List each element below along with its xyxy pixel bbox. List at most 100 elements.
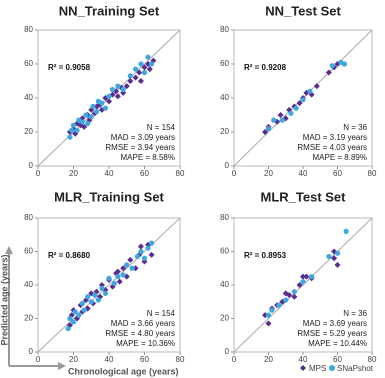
y-tick-label: 40 [220,280,229,289]
stat-line: N = 36 [343,123,367,132]
r2-label: R² = 0.9208 [244,63,287,72]
point [72,309,78,315]
chart-title: NN_Training Set [59,3,160,18]
point [343,228,349,234]
x-tick-label: 80 [176,169,185,178]
legend-label: SNaPshot [337,364,374,373]
point [81,123,88,130]
x-tick-label: 60 [333,355,342,364]
y-tick-label: 40 [24,93,33,102]
stat-line: RMSE = 4.03 years [297,143,367,152]
point [127,78,134,84]
point [120,272,126,278]
y-tick-label: 60 [24,247,33,256]
point [149,61,155,67]
x-tick-label: 40 [105,355,114,364]
y-tick-label: 0 [225,347,230,356]
stat-line: N = 36 [343,309,367,318]
x-axis-label: Chronological age (years) [68,366,179,376]
stat-line: MAPE = 8.89% [313,153,367,162]
point [106,93,112,99]
point [92,292,98,298]
point [109,86,116,93]
x-tick-label: 0 [36,169,41,178]
point [74,127,80,133]
y-axis-label: Predicted age (years) [0,254,9,345]
point [296,282,303,288]
point [271,117,277,123]
point [265,126,272,132]
y-tick-label: 0 [29,161,34,170]
chart-title: NN_Test Set [265,3,341,18]
point [296,100,303,107]
identity-line [233,217,373,353]
point [291,293,298,300]
point [65,325,71,332]
point [341,61,347,67]
point [120,265,127,272]
stat-line: MAD = 3.19 years [303,133,367,142]
point [115,274,121,280]
point [329,63,335,69]
x-tick-label: 60 [140,355,149,364]
point [79,119,85,125]
point [148,251,155,258]
stat-line: MAD = 3.09 years [111,133,175,142]
point [79,300,85,307]
point [123,83,130,90]
point [279,117,285,123]
x-tick-label: 40 [299,355,308,364]
point [309,274,315,280]
point [146,66,153,73]
point [262,129,269,135]
point [300,97,306,103]
point [85,294,91,300]
point [331,255,338,262]
point [283,297,289,303]
point [326,253,332,260]
point [137,78,144,84]
point [293,105,299,111]
r2-label: R² = 0.8680 [48,251,91,260]
y-tick-label: 20 [24,127,33,136]
point [127,256,134,263]
y-tick-label: 60 [24,59,33,68]
point [102,105,109,111]
point [93,109,100,115]
point [133,66,139,72]
point [83,112,89,118]
point [99,100,105,106]
point [138,248,144,255]
point [265,320,272,327]
stat-line: MAD = 3.69 years [303,319,367,328]
chart-title: MLR_Training Set [54,189,164,204]
y-tick-label: 20 [24,314,33,323]
point [120,86,126,93]
point [137,243,144,250]
point [307,88,313,94]
point [76,312,82,318]
point [141,64,148,71]
point [95,297,101,303]
y-arrowhead [5,246,13,254]
point [111,280,117,286]
point [282,290,289,297]
identity-line [37,217,181,353]
point [313,83,320,90]
point [70,319,77,325]
point [67,315,73,322]
point [145,54,151,60]
y-tick-label: 80 [220,213,229,222]
point [116,278,123,285]
x-tick-label: 0 [232,355,237,364]
y-tick-label: 40 [24,280,33,289]
x-tick-label: 80 [368,169,377,178]
point [88,299,94,305]
r2-label: R² = 0.8953 [244,251,287,260]
point [88,114,94,120]
x-tick-label: 60 [333,169,342,178]
x-tick-label: 20 [264,169,273,178]
y-tick-label: 60 [220,247,229,256]
point [141,255,148,261]
